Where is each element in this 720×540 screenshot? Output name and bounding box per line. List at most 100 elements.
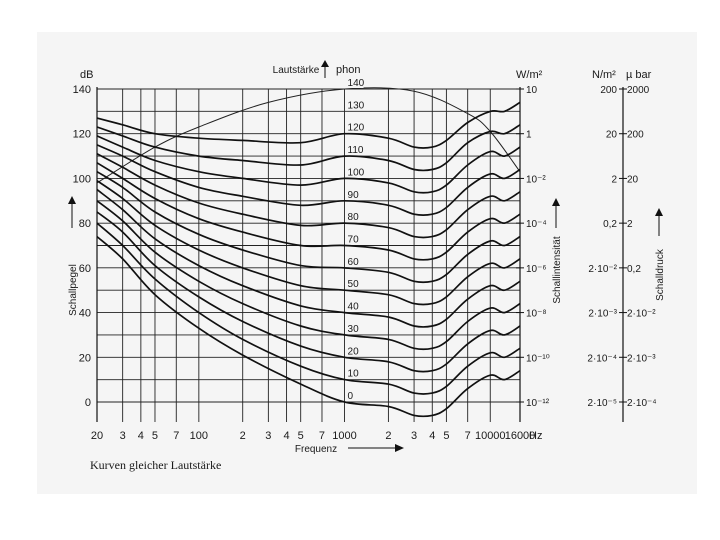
x-tick-label: 16000 <box>505 430 536 442</box>
axes <box>68 60 663 452</box>
phon-label-bg <box>345 255 364 267</box>
x-tick-label: 7 <box>319 430 325 442</box>
phon-label: 0 <box>348 391 354 402</box>
x-tick-label: 100 <box>190 430 208 442</box>
x-unit-label: Hz <box>529 430 542 442</box>
pressure-tick-right: 2·10⁻² <box>627 309 656 320</box>
x-tick-label: 1000 <box>332 430 356 442</box>
phon-curve-100 <box>96 135 521 194</box>
x-tick-label: 4 <box>138 430 144 442</box>
intensity-tick-label: 10⁻¹² <box>526 398 550 409</box>
phon-label: 120 <box>348 123 365 134</box>
x-tick-label: 4 <box>284 430 290 442</box>
pressure-tick-left: 200 <box>600 85 617 96</box>
phon-axis-arrowhead <box>321 60 329 67</box>
phon-label-bg <box>345 390 364 401</box>
intensity-tick-label: 10⁻⁴ <box>526 219 547 230</box>
phon-label-bg <box>345 233 364 245</box>
y-tick-label: 0 <box>85 397 91 409</box>
x-tick-label: 5 <box>152 430 158 442</box>
phon-label: 140 <box>348 78 365 89</box>
pressure-tick-right: 0,2 <box>627 264 641 275</box>
x-tick-label: 3 <box>411 430 417 442</box>
phon-curve-60 <box>96 170 521 284</box>
x-tick-label: 4 <box>429 430 435 442</box>
phon-label: 90 <box>348 190 360 201</box>
y-axis-title: Schallpegel <box>68 264 79 316</box>
pressure-axis-title: Schalldruck <box>655 248 666 301</box>
phon-label: 70 <box>348 235 360 246</box>
intensity-unit-label: W/m² <box>516 69 543 81</box>
phon-label: 40 <box>348 302 360 313</box>
pain-threshold-curve <box>96 87 521 184</box>
phon-curve-80 <box>96 153 521 239</box>
intensity-tick-label: 10⁻² <box>526 174 546 185</box>
pressure-tick-right: 2·10⁻⁴ <box>627 398 657 409</box>
phon-curve-0 <box>96 235 521 418</box>
pressure-tick-left: 2·10⁻² <box>588 264 617 275</box>
phon-label: 50 <box>348 279 360 290</box>
scan-background <box>37 32 697 494</box>
phon-label-bg <box>345 166 364 178</box>
curves-layer <box>96 101 521 418</box>
phon-axis-title: Lautstärke <box>273 65 320 76</box>
phon-label-bg <box>345 300 364 312</box>
y-tick-label: 60 <box>79 263 91 275</box>
x-tick-label: 2 <box>240 430 246 442</box>
phon-unit-label: phon <box>336 64 360 76</box>
y-unit-label: dB <box>80 69 93 81</box>
phon-label: 60 <box>348 257 360 268</box>
x-tick-label: 7 <box>173 430 179 442</box>
intensity-tick-label: 10⁻⁶ <box>526 264 547 275</box>
x-tick-label: 7 <box>465 430 471 442</box>
phon-curve-120 <box>96 101 521 149</box>
x-tick-label: 2 <box>385 430 391 442</box>
phon-curve-20 <box>96 211 521 373</box>
phon-label-bg <box>345 99 364 111</box>
phon-label-bg <box>345 121 364 133</box>
intensity-tick-label: 10 <box>526 85 538 96</box>
phon-label-bg <box>345 188 364 200</box>
pressure-axis-arrowhead <box>655 208 663 216</box>
x-tick-label: 20 <box>91 430 103 442</box>
x-tick-label: 10000 <box>475 430 506 442</box>
y-tick-label: 120 <box>73 129 91 141</box>
phon-curve-70 <box>96 162 521 261</box>
phon-label: 20 <box>348 346 360 357</box>
pressure-tick-left: 0,2 <box>603 219 617 230</box>
phon-curve-10 <box>96 222 521 395</box>
x-axis-arrowhead <box>395 444 404 452</box>
x-tick-label: 3 <box>120 430 126 442</box>
phon-label: 130 <box>348 100 365 111</box>
x-axis-title: Frequenz <box>295 444 337 455</box>
phon-curve-40 <box>96 188 521 328</box>
phon-label-bg <box>345 77 364 88</box>
phon-label: 80 <box>348 212 360 223</box>
pressure-tick-right: 2000 <box>627 85 650 96</box>
pressure-tick-left: 20 <box>606 130 618 141</box>
intensity-tick-label: 10⁻⁸ <box>526 309 547 320</box>
y-tick-label: 100 <box>73 173 91 185</box>
pressure-tick-right: 2 <box>627 219 633 230</box>
phon-curve-110 <box>96 124 521 172</box>
pressure-unit-right: µ bar <box>626 69 652 81</box>
phon-label-bg <box>345 345 364 357</box>
pressure-tick-left: 2·10⁻⁵ <box>588 398 617 409</box>
chart-caption: Kurven gleicher Lautstärke <box>90 458 221 472</box>
intensity-axis-arrowhead <box>552 198 560 206</box>
phon-label-bg <box>345 144 364 156</box>
pressure-tick-right: 2·10⁻³ <box>627 353 656 364</box>
phon-label-bg <box>345 322 364 334</box>
x-tick-label: 3 <box>265 430 271 442</box>
pressure-tick-right: 20 <box>627 174 639 185</box>
pain-threshold-layer <box>96 87 521 184</box>
phon-curve-50 <box>96 179 521 306</box>
phon-label-bg <box>345 211 364 223</box>
phon-label-bg <box>345 278 364 290</box>
y-tick-label: 20 <box>79 352 91 364</box>
x-tick-label: 5 <box>298 430 304 442</box>
y-tick-label: 40 <box>79 308 91 320</box>
